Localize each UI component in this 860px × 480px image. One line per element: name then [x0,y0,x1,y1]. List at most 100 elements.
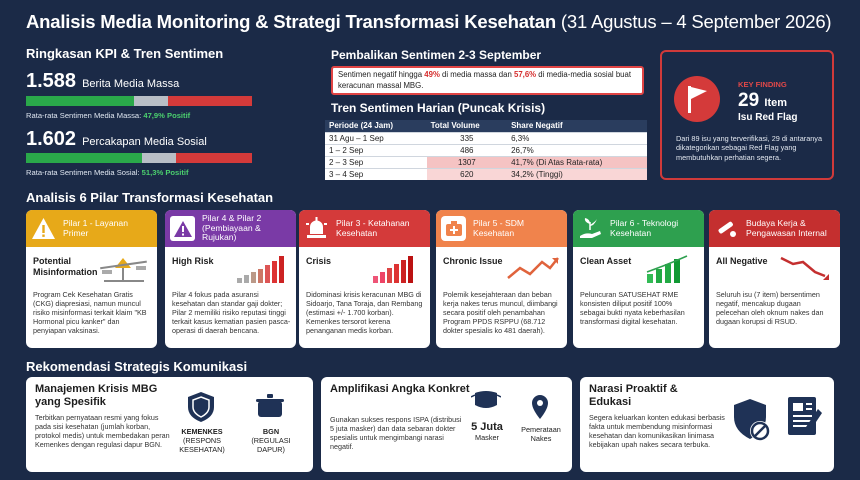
crisis-bars-icon [373,256,413,283]
column-header: Periode (24 Jam) [325,120,427,132]
column-header: Share Negatif [507,120,647,132]
key-finding-card: KEY FINDING 29 Item Isu Red Flag Dari 89… [660,50,834,180]
pillars-heading: Analisis 6 Pilar Transformasi Kesehatan [26,190,274,205]
sentiment-bar-neutral [141,153,176,163]
recommendation-card-2: Amplifikasi Angka Konkret Gunakan sukses… [321,377,572,472]
bgn-label: BGN [262,427,280,436]
sentiment-bar-positive [26,153,142,163]
kpi-media-sosial: 1.602 Percakapan Media Sosial [26,128,207,151]
pillar-description: Didominasi krisis keracunan MBG di Sidoa… [306,290,423,335]
cricket-bat-icon [714,216,739,241]
alert-triangle-icon [170,216,195,241]
recommendation-description: Segera keluarkan konten edukasi berbasis… [589,413,725,449]
pillar-risk-level: Clean Asset [580,256,632,266]
scale-icon [100,258,147,282]
pillar-title: Pilar 4 & Pilar 2 (Pembiayaan & Rujukan) [202,212,262,243]
pillar-title: Pilar 5 - SDM Kesehatan [473,217,525,238]
volume-cell: 1307 [426,155,508,168]
pillar-title: Pilar 1 - Layanan Primer [63,217,128,238]
period-cell: 31 Agu – 1 Sep [325,131,427,144]
document-icon [788,397,822,435]
medkit-icon [441,216,466,241]
rising-bars-icon [237,256,284,283]
page-title: Analisis Media Monitoring & Strategi Tra… [26,11,832,32]
volume-cell: 335 [426,131,508,144]
red-flag-icon [674,76,720,122]
kpi-media-massa-label: Berita Media Massa [82,78,180,90]
kpi-media-sosial-value: 1.602 [26,128,77,150]
pillar-risk-level: Crisis [306,256,332,266]
pillar-description: Seluruh isu (7 item) bersentimen negatif… [716,290,824,326]
sentiment-bar-negative [175,153,252,163]
volume-cell: 486 [426,143,508,156]
growth-bars-icon [646,255,688,283]
table-row: 31 Agu – 1 Sep 335 6,3% [325,131,647,144]
sentiment-bar-media-sosial [26,153,252,163]
siren-icon [304,216,329,241]
share-cell: 26,7% [507,143,647,156]
nakes-label: Nakes [530,433,552,443]
pillar-risk-level: All Negative [716,256,768,266]
key-finding-description: Dari 89 isu yang terverifikasi, 29 di an… [676,134,823,162]
pillar-card-6: Budaya Kerja & Pengawasan Internal All N… [709,210,840,348]
map-pin-icon [532,395,548,419]
key-finding-label: KEY FINDING [738,80,787,89]
sentiment-bar-media-massa [26,96,252,106]
trend-heading: Tren Sentimen Harian (Puncak Krisis) [331,101,546,115]
pillar-description: Pilar 4 fokus pada asuransi kesehatan da… [172,290,291,335]
reversal-alert-box: Sentimen negatif hingga 49% di media mas… [331,66,644,95]
pillar-title: Pilar 6 - Teknologi Kesehatan [610,217,679,238]
pillar-card-2: Pilar 4 & Pilar 2 (Pembiayaan & Rujukan)… [165,210,296,348]
table-header-row: Periode (24 Jam) Total Volume Share Nega… [325,120,647,132]
declining-line-icon [780,256,829,280]
mask-icon [471,391,501,408]
cooking-pot-icon [256,394,284,417]
trend-table: Periode (24 Jam) Total Volume Share Nega… [325,120,647,180]
warning-icon [31,216,56,241]
pillar-risk-level: Potential Misinformation [33,256,98,278]
kpi-media-massa: 1.588 Berita Media Massa [26,70,179,93]
pillar-card-header: Pilar 5 - SDM Kesehatan [436,210,567,247]
pillar-description: Peluncuran SATUSEHAT RME konsisten dilip… [580,290,685,326]
key-finding-subtitle: Isu Red Flag [738,112,798,123]
recommendation-title: Amplifikasi Angka Konkret [330,383,470,395]
pillar-risk-level: High Risk [172,256,214,266]
sentiment-bar-neutral [134,96,169,106]
share-cell: 34,2% (Tinggi) [507,167,647,180]
pillar-title: Pilar 3 - Ketahanan Kesehatan [336,217,410,238]
pillar-card-3: Pilar 3 - Ketahanan Kesehatan Crisis Did… [299,210,430,348]
pillar-card-header: Pilar 1 - Layanan Primer [26,210,157,247]
blocked-shield-icon [734,399,770,441]
recommendation-title: Manajemen Krisis MBG yang Spesifik [35,383,158,409]
key-finding-number: 29 Item [738,90,788,111]
pillar-card-header: Pilar 4 & Pilar 2 (Pembiayaan & Rujukan) [165,210,296,247]
recommendation-description: Terbitkan pernyataan resmi yang fokus pa… [35,413,170,449]
masker-label: Masker [475,433,499,443]
pemerataan-label: Pemerataan [521,425,561,434]
share-cell: 41,7% (Di Atas Rata-rata) [507,155,647,168]
avg-sentiment-media-massa: Rata-rata Sentimen Media Massa: 47,9% Po… [26,111,191,120]
trend-line-icon [507,257,559,279]
kpi-media-sosial-label: Percakapan Media Sosial [82,136,207,148]
pillar-card-header: Pilar 3 - Ketahanan Kesehatan [299,210,430,247]
recommendation-card-1: Manajemen Krisis MBG yang Spesifik Terbi… [26,377,313,472]
pillar-card-header: Pilar 6 - Teknologi Kesehatan [573,210,704,247]
sentiment-bar-positive [26,96,135,106]
pillar-card-header: Budaya Kerja & Pengawasan Internal [709,210,840,247]
column-header: Total Volume [426,120,508,132]
table-row: 2 – 3 Sep 1307 41,7% (Di Atas Rata-rata) [325,155,647,168]
pillar-description: Program Cek Kesehatan Gratis (CKG) diapr… [33,290,147,335]
table-row: 1 – 2 Sep 486 26,7% [325,143,647,156]
recommendation-card-3: Narasi Proaktif & Edukasi Segera keluark… [580,377,834,472]
avg-sentiment-media-sosial: Rata-rata Sentimen Media Sosial: 51,3% P… [26,168,189,177]
kemenkes-sublabel: (RESPONS KESEHATAN) [179,435,225,454]
kpi-media-massa-value: 1.588 [26,70,77,92]
table-row: 3 – 4 Sep 620 34,2% (Tinggi) [325,167,647,180]
reversal-heading: Pembalikan Sentimen 2-3 September [331,48,542,62]
sentiment-bar-negative [168,96,252,106]
recommendation-title: Narasi Proaktif & Edukasi [589,383,678,409]
kpi-heading: Ringkasan KPI & Tren Sentimen [26,46,224,61]
pillar-card-5: Pilar 6 - Teknologi Kesehatan Clean Asse… [573,210,704,348]
recommendations-heading: Rekomendasi Strategis Komunikasi [26,359,248,374]
pillar-card-4: Pilar 5 - SDM Kesehatan Chronic Issue Po… [436,210,567,348]
